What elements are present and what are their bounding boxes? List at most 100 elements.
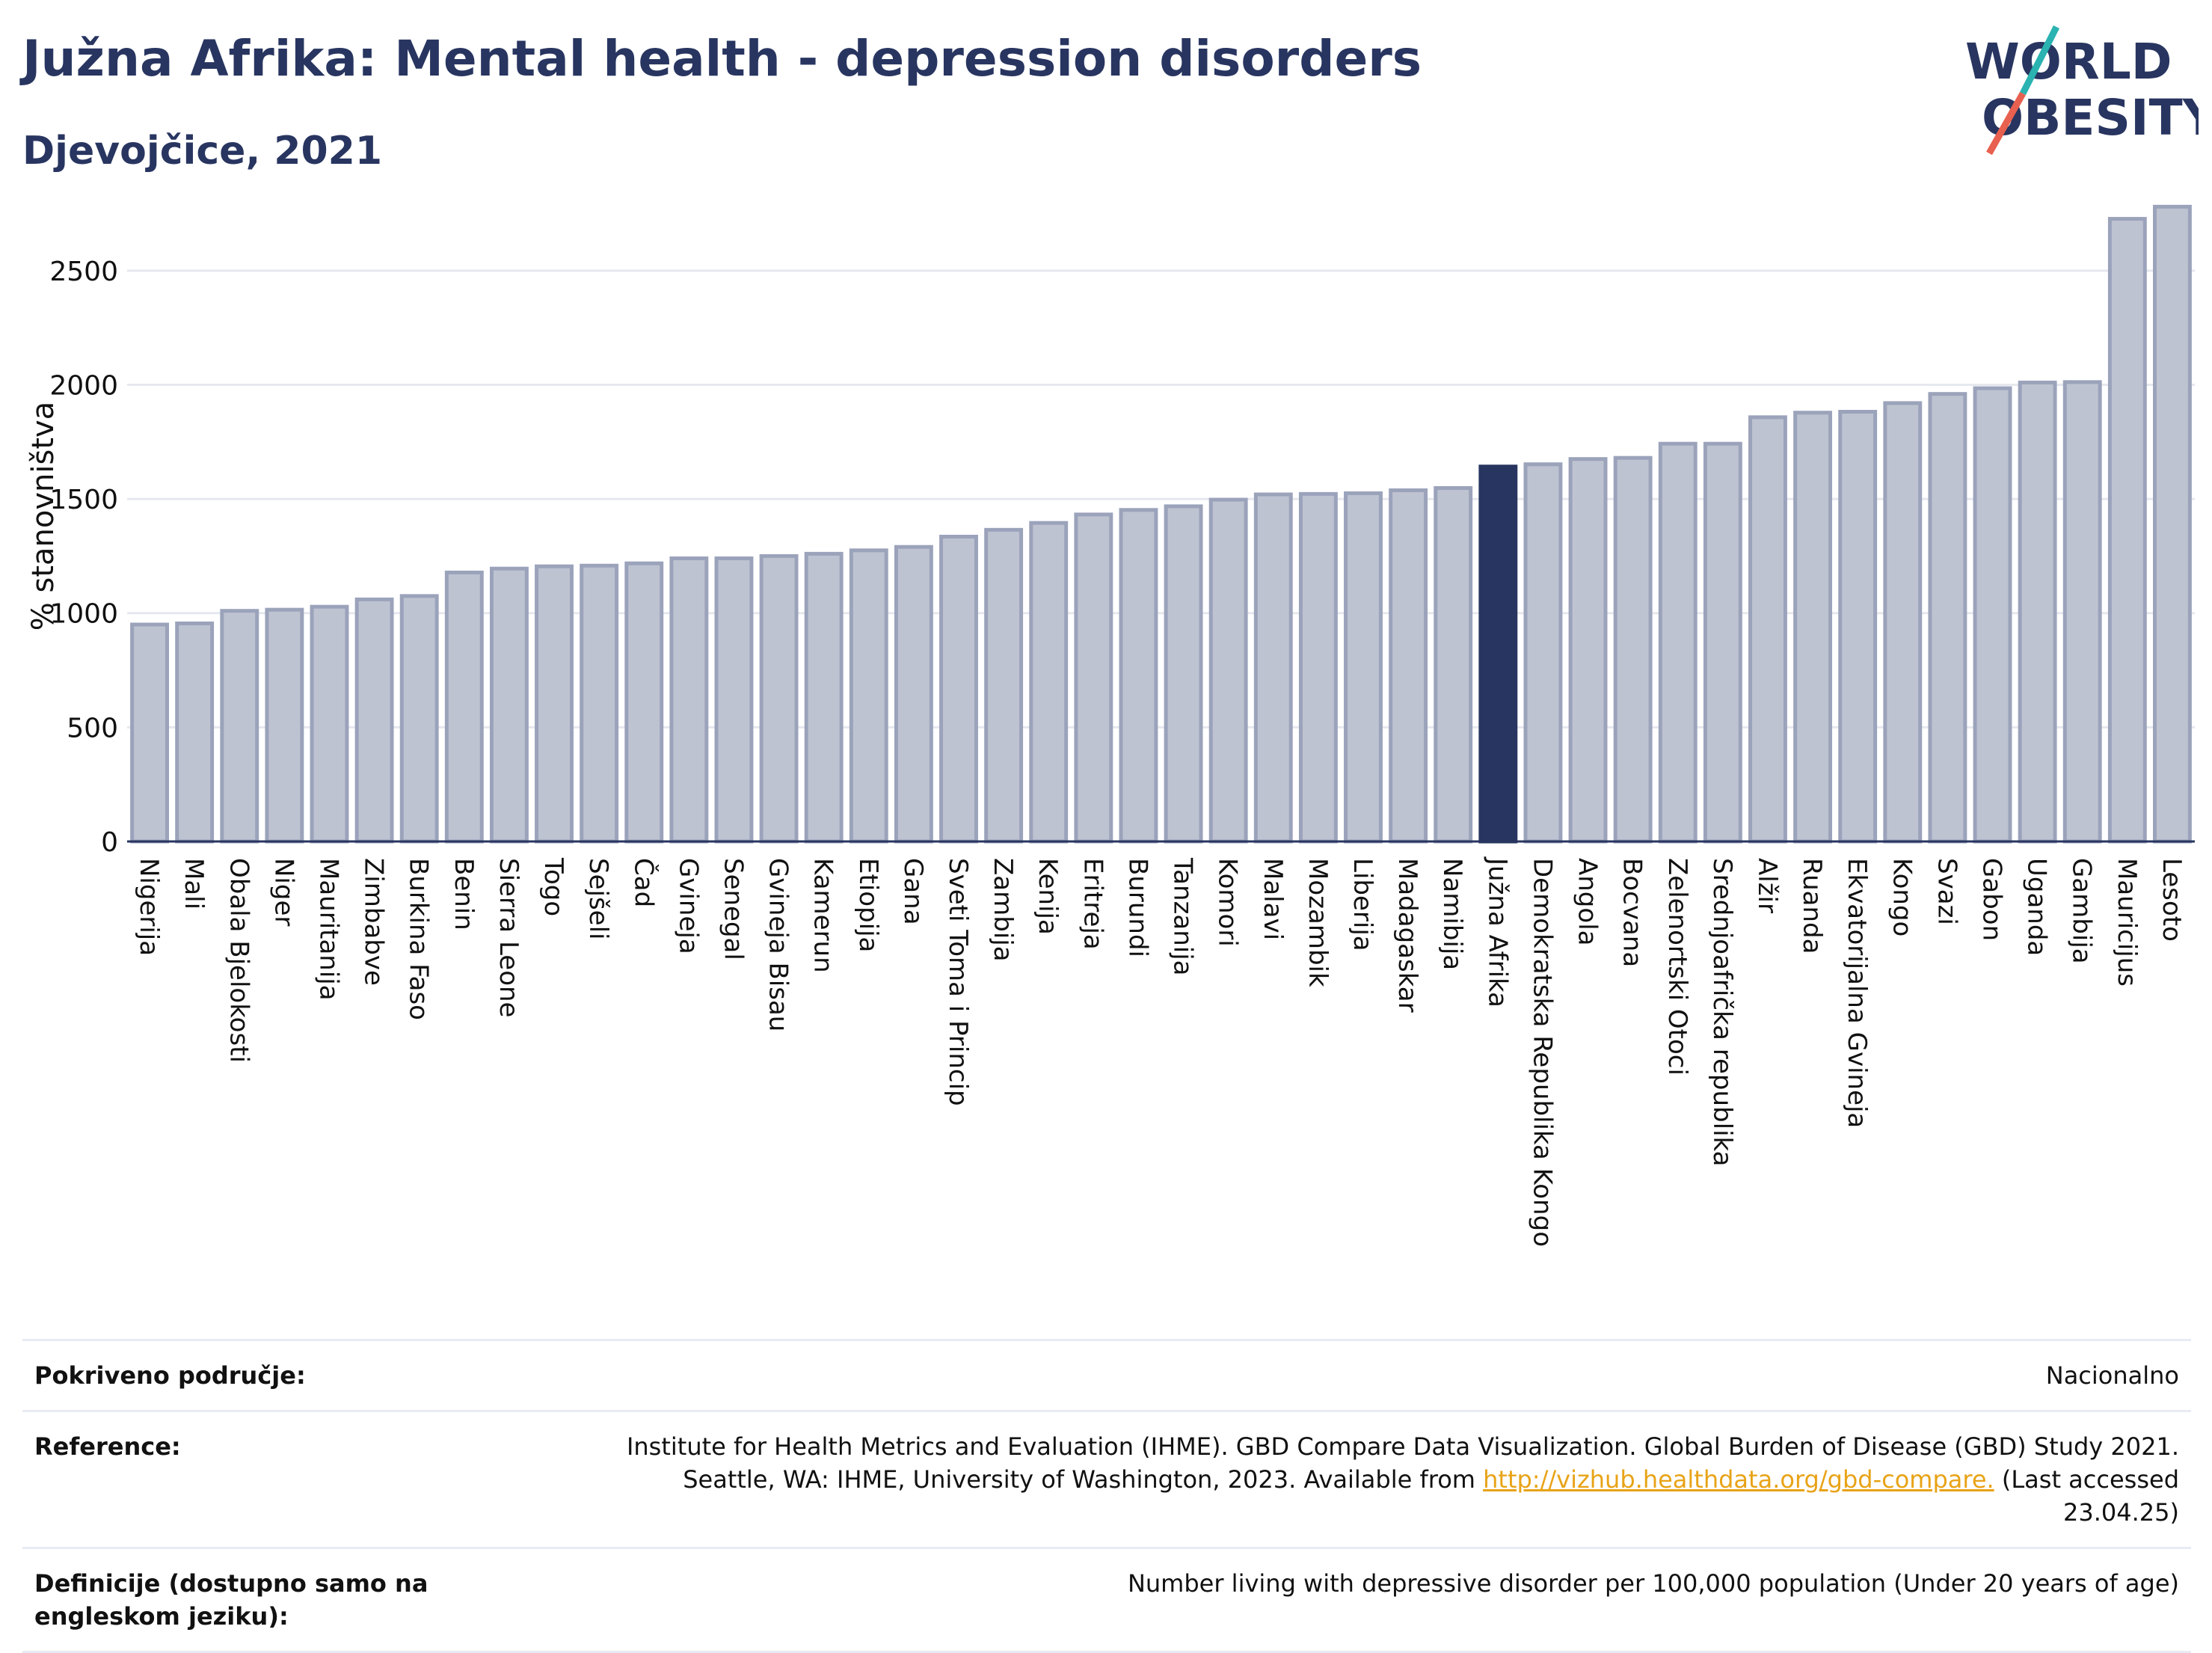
x-tick-label: Burkina Faso	[404, 858, 434, 1020]
x-tick-label: Sejšeli	[583, 858, 613, 939]
y-tick-label: 500	[67, 713, 118, 743]
x-tick-label: Madagaskar	[1392, 858, 1422, 1013]
bar	[310, 604, 349, 844]
x-tick-label: Burundi	[1122, 858, 1152, 957]
x-tick-label: Gabon	[1977, 858, 2007, 941]
bar	[714, 556, 754, 844]
x-tick-label: Kongo	[1887, 858, 1917, 936]
footer-value-reference: Institute for Health Metrics and Evaluat…	[573, 1430, 2179, 1529]
x-tick-label: Obala Bjelokosti	[224, 858, 254, 1063]
bar	[1928, 392, 1967, 844]
footer-key-coverage: Pokriveno područje:	[34, 1361, 306, 1390]
footer-row-coverage: Pokriveno područje: Nacionalno	[22, 1339, 2191, 1410]
bar	[1973, 386, 2012, 844]
bar	[624, 561, 664, 844]
bar	[489, 566, 529, 844]
bar	[1164, 504, 1203, 844]
x-tick-label: Gvineja Bisau	[764, 858, 793, 1031]
page-title: Južna Afrika: Mental health - depression…	[22, 30, 1422, 88]
x-tick-label: Malavi	[1258, 858, 1288, 940]
bar	[894, 545, 933, 844]
bar-chart: 0 500 1000 1500 2000 2500 Nigerija Mali Obala Bj…	[49, 204, 2195, 1247]
bar	[444, 570, 484, 844]
bar	[1208, 497, 1248, 844]
bar	[1029, 521, 1069, 844]
x-tick-label: Ekvatorijalna Gvineja	[1842, 858, 1872, 1128]
x-tick-label: Uganda	[2022, 858, 2052, 956]
x-tick-label: Alžir	[1752, 858, 1782, 913]
bar	[1074, 512, 1113, 844]
bar	[2107, 217, 2147, 844]
bar	[1389, 488, 1428, 844]
x-tick-label: Južna Afrika	[1482, 856, 1512, 1008]
reference-line-1: Institute for Health Metrics and Evaluat…	[626, 1432, 2179, 1461]
logo-text-world: WORLD	[1965, 33, 2172, 91]
x-tick-label: Mauritanija	[313, 858, 343, 1001]
x-tick-label: Sveti Toma i Princip	[943, 858, 973, 1106]
logo-slash-teal	[2019, 25, 2060, 96]
x-tick-label: Srednjoafrička republika	[1707, 858, 1737, 1166]
x-tick-label: Gvineja	[673, 858, 703, 954]
x-tick-label: Angola	[1573, 858, 1603, 945]
reference-link[interactable]: http://vizhub.healthdata.org/gbd-compare…	[1483, 1465, 1994, 1494]
reference-accessed: (Last accessed 23.04.25)	[1994, 1465, 2179, 1527]
bar	[939, 534, 978, 844]
bar	[1568, 457, 1608, 844]
bar	[1883, 401, 1923, 844]
bar	[804, 551, 844, 844]
x-tick-label: Benin	[449, 858, 479, 930]
footer-value-coverage: Nacionalno	[2045, 1361, 2179, 1390]
bar	[849, 548, 888, 844]
bar	[130, 622, 169, 844]
bar	[265, 607, 304, 844]
x-tick-label: Niger	[268, 858, 298, 926]
x-tick-label: Gana	[898, 858, 928, 925]
x-tick-label: Mali	[179, 858, 209, 910]
reference-line-2: Seattle, WA: IHME, University of Washing…	[683, 1465, 1484, 1494]
x-tick-label: Mozambik	[1303, 858, 1333, 987]
x-tick-label: Zambija	[988, 858, 1018, 962]
x-tick-label: Kamerun	[808, 858, 838, 973]
x-tick-label: Kenija	[1033, 858, 1063, 935]
x-tick-label: Bocvana	[1617, 858, 1647, 967]
x-tick-label: Zimbabve	[359, 858, 389, 986]
bar	[1748, 415, 1787, 844]
x-tick-label: Demokratska Republika Kongo	[1527, 858, 1557, 1247]
bar	[2062, 380, 2102, 844]
x-tick-label: Etiopija	[853, 858, 883, 952]
x-tick-label: Nigerija	[134, 858, 164, 956]
footer-table: Pokriveno područje: Nacionalno Reference…	[22, 1339, 2191, 1653]
bar	[535, 564, 574, 844]
footer-value-definition: Number living with depressive disorder p…	[1127, 1569, 2179, 1598]
bar	[1658, 441, 1698, 844]
bar	[1793, 411, 1833, 844]
x-tick-label: Čad	[628, 858, 659, 907]
x-tick-label: Tanzanija	[1168, 857, 1198, 975]
bar	[2018, 380, 2057, 844]
bar	[175, 621, 215, 844]
bar	[1434, 485, 1473, 844]
x-tick-label: Lesoto	[2157, 858, 2187, 942]
bar	[669, 556, 709, 844]
x-tick-label: Komori	[1213, 858, 1243, 947]
bar	[1344, 491, 1383, 844]
logo-slash-red	[1986, 91, 2026, 156]
bar	[399, 594, 439, 844]
bar	[1298, 491, 1338, 844]
x-tick-label: Mauricijus	[2112, 858, 2142, 987]
bar	[1253, 492, 1293, 844]
bar	[2153, 204, 2192, 844]
footer-key-definition: Definicije (dostupno samo na engleskom j…	[34, 1569, 428, 1631]
bar	[354, 597, 394, 844]
x-tick-label: Liberija	[1348, 858, 1377, 951]
bar	[580, 563, 619, 844]
y-tick-label: 1500	[49, 485, 118, 515]
x-tick-label: Zelenortski Otoci	[1662, 858, 1692, 1076]
footer-key-reference: Reference:	[34, 1432, 181, 1461]
x-tick-label: Gambija	[2067, 858, 2097, 964]
bar	[1703, 441, 1742, 844]
world-obesity-logo: WORLD OBESITY	[1965, 25, 2199, 156]
bar	[220, 609, 259, 844]
footer-row-definition: Definicije (dostupno samo na engleskom j…	[22, 1547, 2191, 1653]
y-tick-label: 1000	[49, 599, 118, 630]
